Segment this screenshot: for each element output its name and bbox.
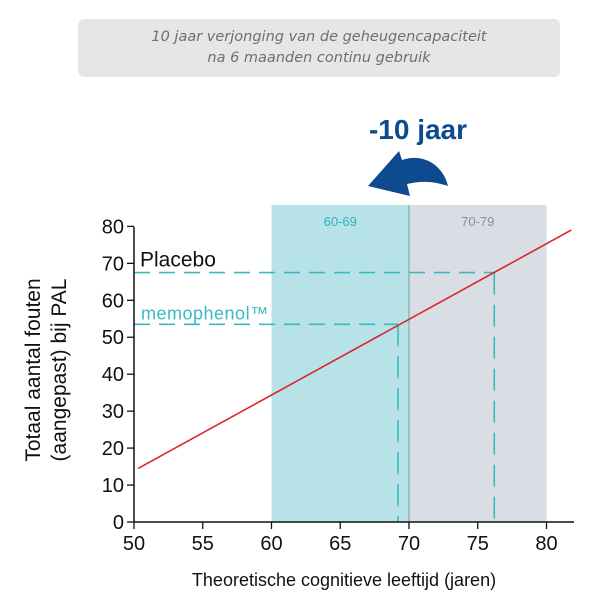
y-tick-label: 20 [102, 438, 124, 460]
x-axis-title: Theoretische cognitieve leeftijd (jaren) [192, 570, 496, 590]
y-tick-label: 0 [113, 512, 124, 534]
y-tick-label: 40 [102, 364, 124, 386]
y-axis-title-line: (aangepast) bij PAL [48, 279, 71, 462]
y-tick-label: 30 [102, 401, 124, 423]
y-tick-label: 10 [102, 475, 124, 497]
band-60-69 [271, 205, 409, 522]
caption-line-1: 10 jaar verjonging van de geheugencapaci… [151, 29, 487, 45]
label-memophenol: memophenol™ [141, 303, 269, 323]
x-tick-label: 55 [192, 533, 214, 555]
y-tick-label: 50 [102, 327, 124, 349]
band-label: 60-69 [324, 214, 357, 229]
label-placebo: Placebo [140, 249, 216, 272]
x-tick-label: 60 [260, 533, 282, 555]
x-tick-label: 80 [535, 533, 557, 555]
x-tick-label: 75 [467, 533, 489, 555]
series-line [137, 229, 572, 470]
arrow-label: -10 jaar [369, 114, 467, 145]
y-tick-label: 80 [102, 216, 124, 238]
arrow-group: -10 jaar [368, 114, 467, 196]
x-tick-label: 70 [398, 533, 420, 555]
y-axis-title-line: Totaal aantal fouten [22, 278, 45, 461]
caption-box: 10 jaar verjonging van de geheugencapaci… [78, 19, 560, 77]
caption-line-2: na 6 maanden continu gebruik [207, 50, 431, 66]
x-tick-label: 65 [329, 533, 351, 555]
curved-arrow-icon [368, 151, 448, 196]
x-tick-label: 50 [123, 533, 145, 555]
y-tick-label: 70 [102, 253, 124, 275]
band-label: 70-79 [461, 214, 494, 229]
band-70-79 [409, 205, 547, 522]
y-tick-label: 60 [102, 290, 124, 312]
